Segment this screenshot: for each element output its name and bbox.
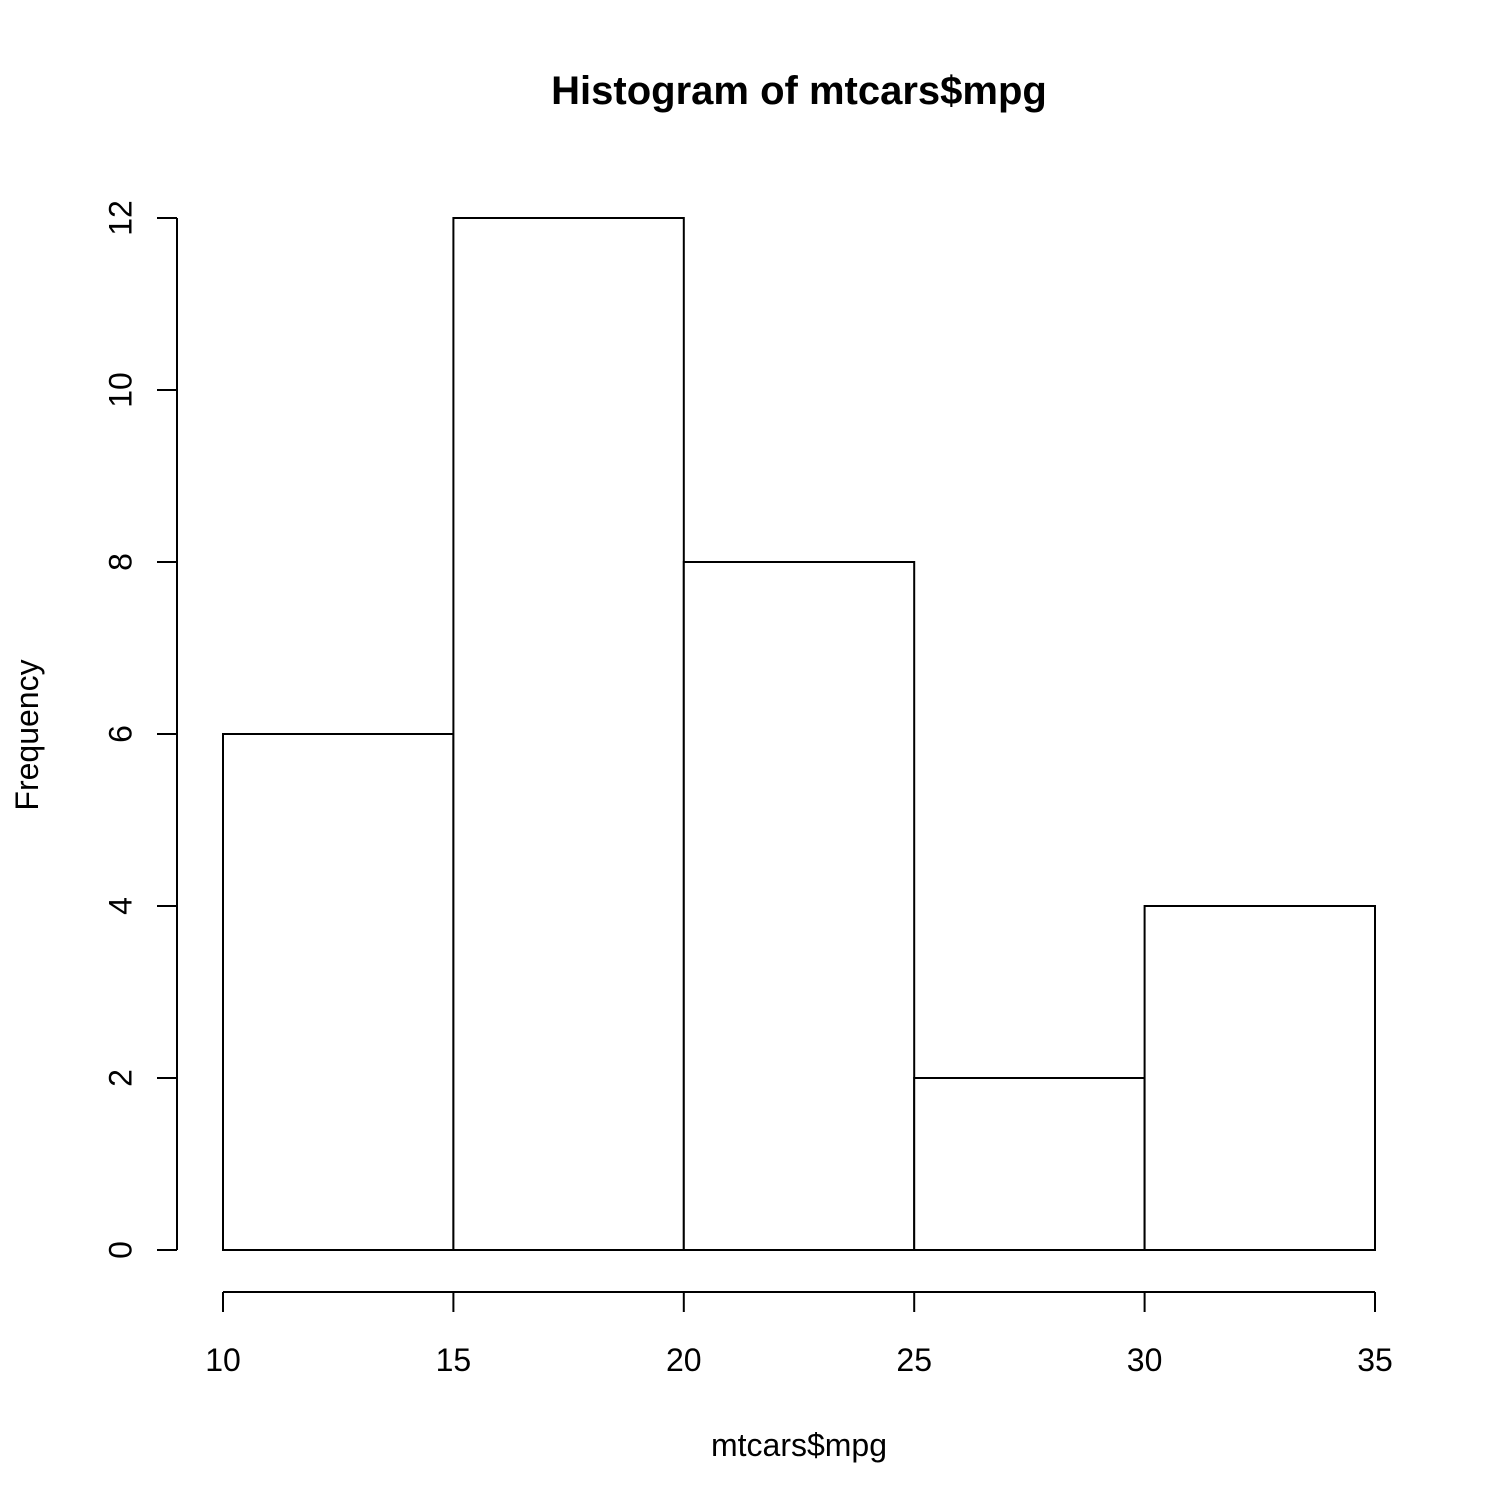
histogram-bar-2 bbox=[682, 561, 916, 1251]
y-tick-label-4: 8 bbox=[102, 553, 138, 571]
histogram-bar-0 bbox=[222, 733, 455, 1251]
x-tick-label-0: 10 bbox=[205, 1342, 241, 1378]
x-tick-label-3: 25 bbox=[896, 1342, 932, 1378]
histogram-bar-4 bbox=[1143, 905, 1376, 1251]
chart-title: Histogram of mtcars$mpg bbox=[551, 69, 1047, 113]
y-tick-label-3: 6 bbox=[102, 725, 138, 743]
y-axis-label: Frequency bbox=[9, 659, 45, 810]
y-tick-label-2: 4 bbox=[102, 897, 138, 915]
bars-layer bbox=[222, 217, 1376, 1251]
histogram-bar-1 bbox=[452, 217, 685, 1251]
y-tick-label-1: 2 bbox=[102, 1069, 138, 1087]
x-ticks-layer: 10 15 20 25 30 35 bbox=[205, 1292, 1393, 1378]
y-tick-label-6: 12 bbox=[102, 200, 138, 236]
x-tick-label-2: 20 bbox=[666, 1342, 702, 1378]
y-tick-label-5: 10 bbox=[102, 372, 138, 408]
x-axis-label: mtcars$mpg bbox=[711, 1427, 887, 1463]
y-ticks-layer: 0 2 4 6 8 10 12 bbox=[102, 200, 177, 1259]
x-tick-label-1: 15 bbox=[436, 1342, 472, 1378]
x-tick-label-4: 30 bbox=[1127, 1342, 1163, 1378]
histogram-bar-3 bbox=[913, 1077, 1146, 1251]
y-tick-label-0: 0 bbox=[102, 1241, 138, 1259]
x-tick-label-5: 35 bbox=[1357, 1342, 1393, 1378]
